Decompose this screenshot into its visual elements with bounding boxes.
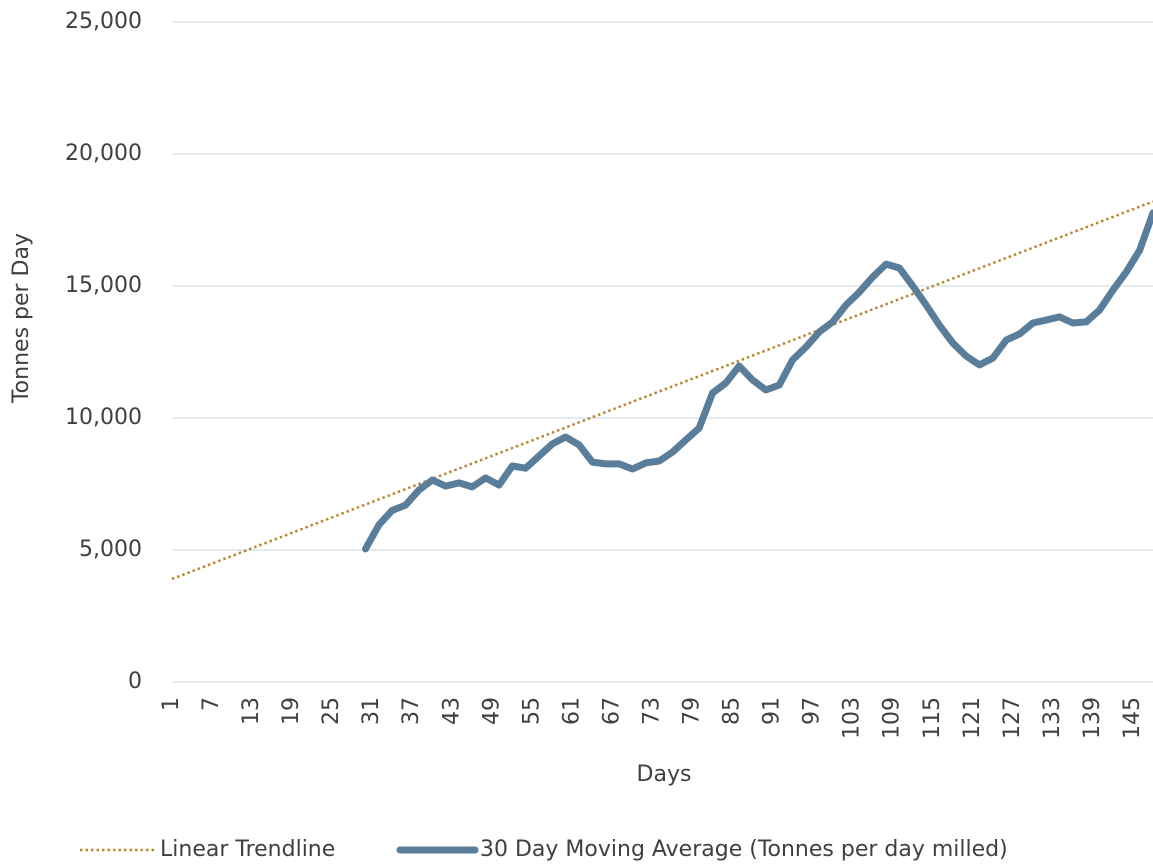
x-tick-label: 37 [399,697,424,725]
y-tick-label: 15,000 [65,273,142,298]
x-tick-label: 7 [199,697,224,711]
y-tick-label: 10,000 [65,405,142,430]
x-tick-label: 127 [1000,697,1025,739]
y-tick-label: 0 [128,669,142,694]
x-tick-label: 139 [1080,697,1105,739]
x-tick-label: 13 [239,697,264,725]
y-tick-label: 20,000 [65,141,142,166]
x-tick-label: 115 [920,697,945,739]
line-series [366,213,1153,549]
x-tick-label: 1 [159,697,184,711]
x-tick-label: 121 [960,697,985,739]
x-tick-label: 19 [279,697,304,725]
y-tick-label: 5,000 [79,537,142,562]
x-tick-label: 25 [319,697,344,725]
x-tick-label: 97 [800,697,825,725]
x-tick-label: 79 [680,697,705,725]
x-tick-label: 109 [880,697,905,739]
x-tick-label: 67 [599,697,624,725]
x-tick-label: 61 [559,697,584,725]
x-tick-label: 145 [1120,697,1145,739]
x-tick-label: 31 [359,697,384,725]
x-tick-label: 103 [840,697,865,739]
x-tick-label: 133 [1040,697,1065,739]
x-tick-label: 43 [439,697,464,725]
x-tick-label: 49 [479,697,504,725]
x-axis-label: Days [637,762,692,787]
legend-label: Linear Trendline [160,837,335,862]
y-tick-label: 25,000 [65,9,142,34]
legend-label: 30 Day Moving Average (Tonnes per day mi… [480,837,1008,862]
x-tick-label: 91 [760,697,785,725]
x-tick-label: 55 [519,697,544,725]
y-axis-label: Tonnes per Day [9,233,34,404]
line-series [172,202,1153,580]
x-tick-label: 73 [639,697,664,725]
x-tick-label: 85 [720,697,745,725]
